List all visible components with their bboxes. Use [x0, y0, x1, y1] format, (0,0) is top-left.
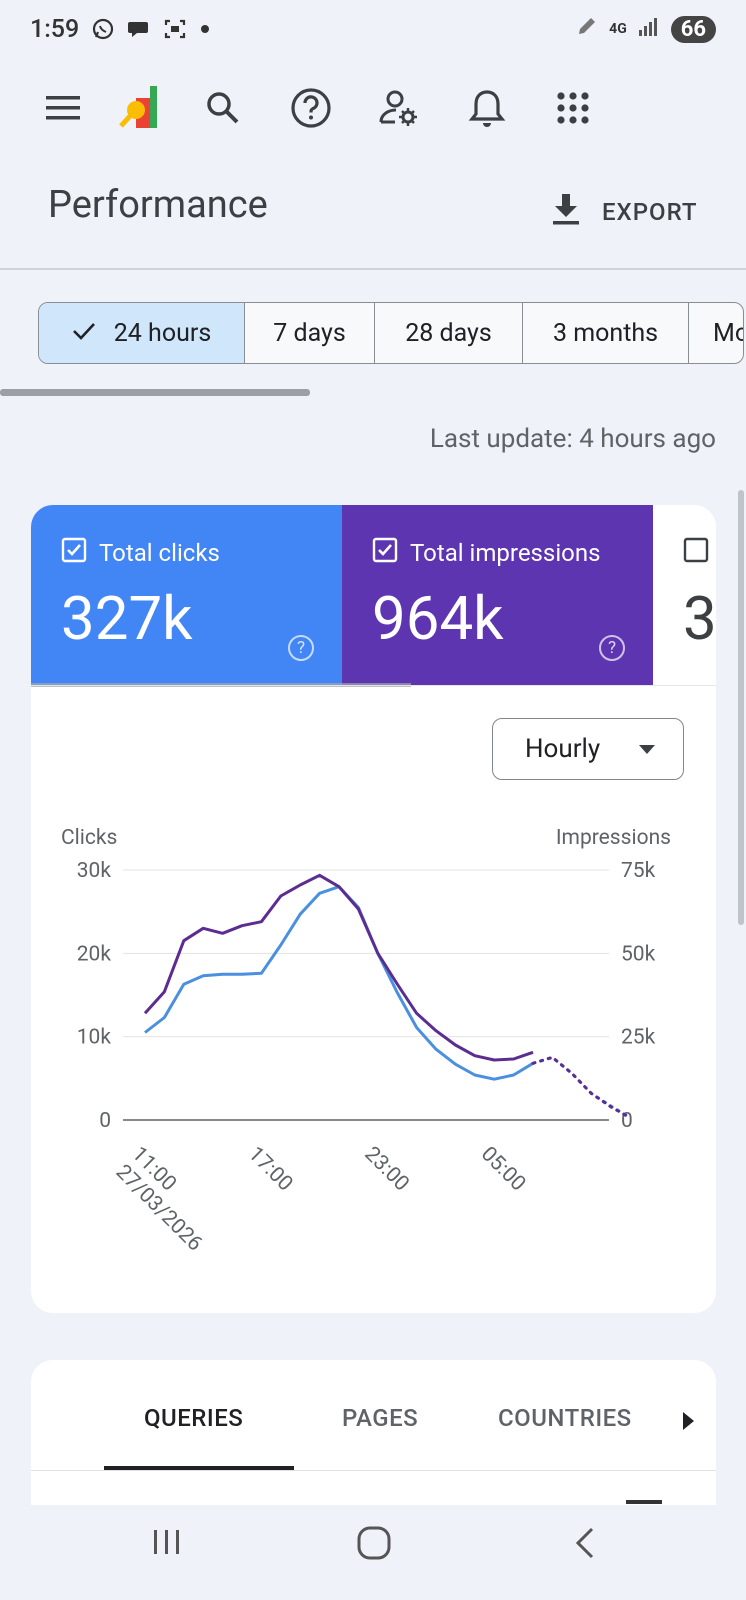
app-bar: [0, 58, 746, 158]
series-projection-clicks: [531, 1055, 632, 1119]
page-scrollbar[interactable]: [738, 490, 744, 925]
page-title: Performance: [48, 183, 268, 227]
tabs-scroll-right-icon[interactable]: [683, 1412, 694, 1430]
network-label: 4G: [609, 21, 627, 37]
chip-label: 3 months: [552, 318, 659, 348]
last-update-text: Last update: 4 hours ago: [429, 424, 716, 454]
export-label: EXPORT: [602, 198, 698, 226]
recent-apps-icon[interactable]: [150, 1525, 184, 1563]
right-tick-label: 0: [621, 1109, 633, 1133]
menu-icon[interactable]: [40, 85, 86, 131]
help-circle-icon[interactable]: ?: [599, 635, 625, 661]
checkbox-unchecked-icon[interactable]: [683, 537, 709, 569]
user-settings-icon[interactable]: [376, 85, 422, 131]
metric-value: 964k: [372, 583, 504, 654]
dropdown-arrow-icon: [639, 745, 655, 754]
chip-24-hours[interactable]: 24 hours: [39, 303, 245, 363]
chip-3-months[interactable]: 3 months: [523, 303, 689, 363]
help-circle-icon[interactable]: ?: [288, 635, 314, 661]
whatsapp-icon: [91, 17, 115, 41]
x-tick-label: 05:00: [476, 1142, 530, 1196]
right-tick-label: 75k: [621, 859, 656, 883]
download-icon: [550, 192, 582, 232]
metric-ctr[interactable]: 3: [653, 505, 716, 685]
chip-label: 24 hours: [113, 318, 212, 348]
search-console-logo-icon: [118, 85, 164, 131]
series-line-impressions: [143, 873, 534, 1062]
series-projection-impressions: [531, 1055, 632, 1120]
chips-scrollbar[interactable]: [0, 389, 310, 396]
checkbox-checked-icon[interactable]: [61, 537, 87, 569]
chat-icon: [127, 17, 151, 41]
date-range-selector: 24 hours 7 days 28 days 3 months Mo: [38, 302, 744, 364]
tabs-divider: [31, 1470, 716, 1471]
status-bar: 1:59 4G 66: [0, 0, 746, 58]
left-axis-label: Clicks: [61, 826, 117, 850]
chip-label: 7 days: [273, 318, 346, 348]
card-divider: [31, 685, 716, 686]
notifications-icon[interactable]: [464, 85, 510, 131]
metric-label: Total impressions: [410, 539, 601, 567]
chip-more[interactable]: Mo: [689, 303, 743, 363]
apps-grid-icon[interactable]: [550, 85, 596, 131]
left-tick-label: 10k: [77, 1026, 112, 1050]
chip-7-days[interactable]: 7 days: [245, 303, 375, 363]
tab-pages[interactable]: PAGES: [342, 1404, 419, 1432]
tab-queries[interactable]: QUERIES: [144, 1404, 244, 1432]
check-icon: [72, 319, 96, 348]
help-icon[interactable]: [288, 85, 334, 131]
left-tick-label: 0: [99, 1109, 111, 1133]
performance-card: Total clicks 327k ? Total impressions 96…: [31, 505, 716, 1313]
system-nav-bar: [0, 1505, 746, 1600]
series-line-clicks: [144, 885, 534, 1081]
export-button[interactable]: EXPORT: [550, 192, 698, 232]
granularity-dropdown[interactable]: Hourly: [492, 718, 684, 780]
metric-value: 327k: [61, 583, 193, 654]
right-tick-label: 50k: [621, 942, 656, 966]
metric-total-clicks[interactable]: Total clicks 327k ?: [31, 505, 342, 685]
header-divider: [0, 268, 746, 270]
x-tick-label: 23:00: [360, 1142, 414, 1196]
chip-28-days[interactable]: 28 days: [375, 303, 523, 363]
chip-label: Mo: [713, 318, 743, 348]
metric-label: Total clicks: [99, 539, 220, 567]
back-icon[interactable]: [570, 1525, 600, 1565]
checkbox-checked-icon[interactable]: [372, 537, 398, 569]
status-time: 1:59: [30, 14, 80, 44]
signal-icon: [637, 14, 661, 45]
granularity-value: Hourly: [525, 734, 601, 764]
right-axis-label: Impressions: [556, 826, 671, 850]
left-tick-label: 20k: [77, 942, 112, 966]
metric-total-impressions[interactable]: Total impressions 964k ?: [342, 505, 653, 685]
battery-level: 66: [670, 15, 716, 43]
active-tab-indicator: [104, 1466, 294, 1470]
dot-icon: [199, 23, 211, 35]
x-tick-label: 17:00: [243, 1142, 297, 1196]
chip-label: 28 days: [405, 318, 492, 348]
metric-value: 3: [683, 583, 716, 654]
pen-icon: [575, 14, 599, 45]
left-tick-label: 30k: [77, 859, 112, 883]
screenshot-icon: [163, 17, 187, 41]
home-icon[interactable]: [356, 1525, 392, 1565]
list-handle: [626, 1500, 662, 1504]
search-icon[interactable]: [200, 85, 246, 131]
tab-countries[interactable]: COUNTRIES: [498, 1404, 632, 1432]
right-tick-label: 25k: [621, 1026, 656, 1050]
